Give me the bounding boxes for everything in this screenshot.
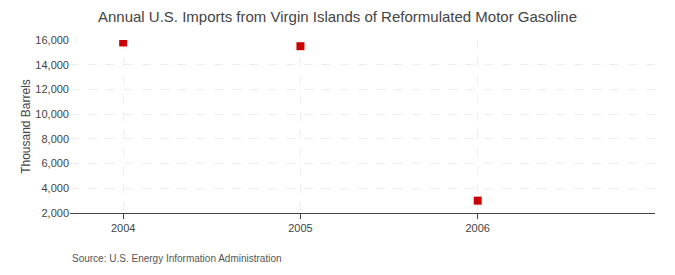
svg-text:10,000: 10,000 [35,108,69,120]
svg-text:Source: U.S. Energy Informatio: Source: U.S. Energy Information Administ… [72,253,282,264]
svg-text:2,000: 2,000 [41,207,69,219]
svg-text:2005: 2005 [288,222,312,234]
svg-text:8,000: 8,000 [41,133,69,145]
svg-text:2004: 2004 [111,222,135,234]
svg-text:Thousand Barrels: Thousand Barrels [19,79,33,174]
svg-text:14,000: 14,000 [35,59,69,71]
svg-text:12,000: 12,000 [35,83,69,95]
svg-text:4,000: 4,000 [41,182,69,194]
svg-text:Annual U.S. Imports from Virgi: Annual U.S. Imports from Virgin Islands … [98,8,577,25]
svg-text:16,000: 16,000 [35,34,69,46]
svg-text:2006: 2006 [465,222,489,234]
svg-text:6,000: 6,000 [41,157,69,169]
